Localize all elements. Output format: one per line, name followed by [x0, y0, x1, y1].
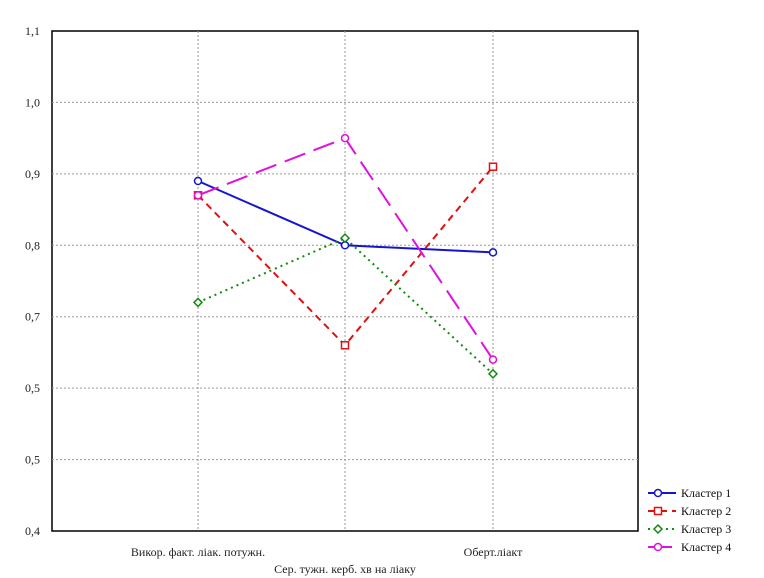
data-point: [488, 248, 498, 257]
legend-label: Кластер 3: [681, 522, 731, 536]
series-4: [193, 133, 498, 364]
data-point: [487, 368, 499, 379]
series-group: [192, 133, 499, 379]
y-tick-label: 0,5: [25, 453, 40, 467]
y-tick-label: 0,8: [25, 238, 40, 252]
x-axis-label: Сер. тужн. керб. хв на ліаку: [274, 562, 416, 576]
data-point: [488, 162, 498, 171]
y-tick-label: 0,9: [25, 167, 40, 181]
series-line: [197, 236, 494, 375]
data-point: [488, 355, 498, 364]
y-tick-label: 0,5: [25, 381, 40, 395]
legend-label: Кластер 1: [681, 486, 731, 500]
legend-label: Кластер 4: [681, 540, 731, 554]
x-axis-ticks: Викор. факт. ліак. потужн. Оберт.ліакт: [131, 545, 523, 559]
data-point: [193, 191, 203, 200]
legend: Кластер 1 Кластер 2 Кластер 3 Кластер 4: [648, 486, 731, 554]
data-point: [653, 542, 663, 552]
data-point: [653, 506, 663, 516]
series-3: [192, 233, 499, 379]
legend-item: Кластер 1: [648, 486, 731, 500]
data-point: [192, 297, 204, 308]
grid: [52, 31, 638, 531]
data-point: [340, 341, 350, 350]
y-tick-label: 1,1: [25, 24, 40, 38]
x-tick-label: Викор. факт. ліак. потужн.: [131, 545, 265, 559]
y-tick-label: 0,4: [25, 524, 40, 538]
x-tick-label: Оберт.ліакт: [464, 545, 523, 559]
data-point: [339, 233, 351, 244]
y-axis-ticks: 0,4 0,5 0,5 0,7 0,8 0,9 1,0 1,1: [25, 24, 40, 538]
data-point: [193, 176, 203, 186]
legend-item: Кластер 4: [648, 540, 731, 554]
legend-label: Кластер 2: [681, 504, 731, 518]
series-1: [193, 176, 498, 257]
legend-item: Кластер 3: [648, 522, 731, 536]
y-tick-label: 1,0: [25, 95, 40, 109]
y-tick-label: 0,7: [25, 310, 40, 324]
data-point: [653, 488, 663, 498]
legend-item: Кластер 2: [648, 504, 731, 518]
data-point: [652, 523, 664, 535]
data-point: [340, 133, 350, 143]
